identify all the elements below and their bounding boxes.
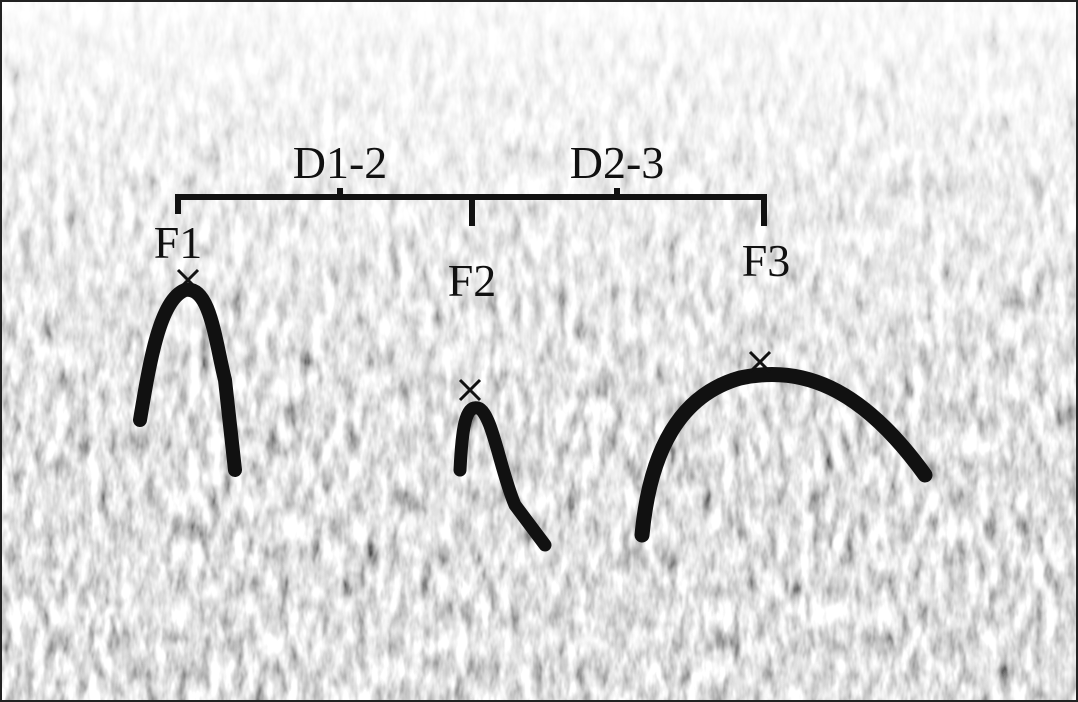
contours: [133, 282, 933, 552]
peak-marker: [176, 268, 200, 292]
bracket: [175, 188, 767, 226]
peak-markers: [176, 268, 772, 402]
contour-f1: [133, 282, 242, 477]
interval-label: D2-3: [570, 137, 665, 188]
contour-f3: [634, 366, 933, 543]
peak-marker: [748, 350, 772, 374]
interval-label: D1-2: [293, 137, 388, 188]
peak-marker: [458, 378, 482, 402]
contour-f2: [453, 401, 552, 552]
feature-label: F3: [742, 235, 791, 286]
feature-label: F2: [448, 255, 497, 306]
feature-label: F1: [154, 217, 203, 268]
